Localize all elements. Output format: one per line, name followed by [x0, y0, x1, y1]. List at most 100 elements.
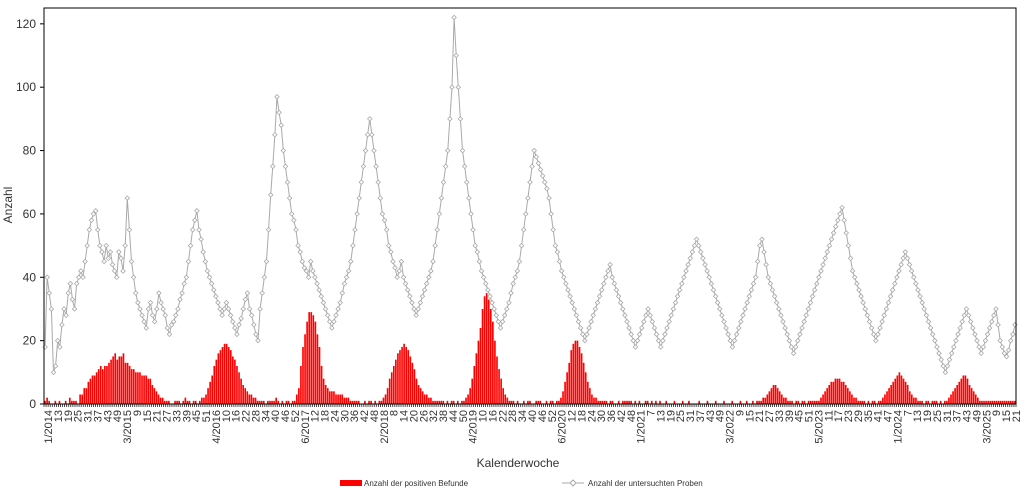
point-tested — [217, 306, 223, 312]
bar-positive — [308, 312, 311, 404]
bar-positive — [229, 350, 232, 404]
x-tick-label: 39 — [784, 410, 796, 422]
bar-positive — [89, 378, 92, 404]
point-tested — [571, 306, 578, 312]
bar-positive — [838, 378, 841, 404]
bar-positive — [122, 353, 125, 404]
point-tested — [613, 287, 620, 293]
bar-positive — [461, 400, 463, 404]
point-tested — [959, 318, 965, 325]
bar-positive — [232, 356, 234, 404]
point-tested — [356, 195, 362, 201]
point-tested — [666, 318, 672, 325]
point-tested — [710, 287, 717, 293]
point-tested — [582, 337, 588, 344]
x-tick-label: 36 — [349, 410, 361, 422]
point-tested — [145, 306, 152, 312]
bar-positive — [487, 299, 490, 404]
x-tick-label: 3/2025 — [981, 410, 993, 444]
x-tick-label: 4/2019 — [468, 410, 480, 444]
point-tested — [369, 131, 375, 138]
bar-positive — [778, 391, 781, 404]
bar-positive — [983, 400, 985, 404]
bar-positive — [236, 365, 238, 404]
point-tested — [636, 331, 643, 338]
bar-positive — [430, 397, 432, 404]
point-tested — [135, 299, 141, 306]
point-tested — [816, 274, 822, 281]
point-tested — [832, 223, 839, 230]
point-tested — [63, 312, 69, 319]
bar-positive — [522, 400, 525, 404]
point-tested — [394, 274, 400, 281]
x-tick-label: 24 — [329, 410, 341, 422]
point-tested — [719, 312, 725, 319]
bar-positive — [688, 400, 690, 404]
point-tested — [345, 268, 352, 274]
bar-positive — [310, 312, 313, 404]
x-tick-label: 25 — [73, 410, 85, 422]
x-tick-label: 40 — [270, 410, 282, 422]
point-tested — [630, 337, 637, 344]
bar-positive — [527, 400, 529, 404]
bar-positive — [844, 384, 847, 404]
x-tick-label: 7 — [646, 410, 658, 416]
point-tested — [757, 242, 763, 249]
point-tested — [771, 293, 778, 300]
bar-positive — [601, 400, 604, 404]
x-tick-label: 13 — [655, 410, 667, 422]
point-tested — [487, 293, 493, 300]
point-tested — [274, 93, 280, 100]
x-tick-label: 23 — [843, 410, 855, 422]
x-tick-label: 34 — [517, 410, 529, 422]
bar-positive — [483, 296, 486, 404]
point-tested — [668, 312, 675, 319]
point-tested — [993, 306, 999, 312]
point-tested — [280, 147, 287, 154]
bar-positive — [442, 400, 445, 404]
point-tested — [725, 331, 731, 338]
x-tick-label: 16 — [487, 410, 499, 422]
point-tested — [702, 261, 708, 268]
x-tick-label: 25 — [932, 410, 944, 422]
point-tested — [286, 195, 293, 201]
point-tested — [149, 312, 156, 319]
bar-positive — [147, 378, 150, 404]
point-tested — [103, 242, 109, 249]
bar-positive — [609, 400, 612, 404]
point-tested — [955, 331, 961, 338]
bar-positive — [242, 384, 244, 404]
bar-positive — [267, 400, 269, 404]
x-tick-label: 9 — [734, 410, 746, 416]
bar-positive — [221, 346, 224, 404]
x-tick-label: 15 — [1001, 410, 1013, 422]
point-tested — [923, 312, 930, 319]
point-tested — [523, 211, 529, 217]
bar-positive — [946, 400, 948, 404]
bar-positive — [774, 384, 777, 404]
point-tested — [552, 242, 559, 249]
bar-positive — [353, 400, 356, 404]
y-tick-label: 0 — [29, 397, 36, 411]
bar-positive — [504, 394, 507, 404]
bar-positive — [219, 350, 222, 404]
point-tested — [388, 249, 394, 255]
bar-positive — [935, 400, 938, 404]
point-tested — [554, 249, 561, 255]
bar-positive — [960, 378, 963, 404]
point-tested — [105, 255, 112, 262]
bar-positive — [1005, 400, 1008, 404]
point-tested — [609, 274, 615, 281]
point-tested — [244, 290, 251, 296]
point-tested — [579, 331, 586, 338]
point-tested — [704, 268, 710, 274]
point-tested — [497, 325, 504, 331]
point-tested — [721, 318, 727, 325]
point-tested — [109, 261, 116, 268]
point-tested — [516, 258, 523, 265]
point-tested — [78, 268, 84, 274]
point-tested — [206, 274, 213, 281]
bar-positive — [250, 394, 253, 404]
point-tested — [430, 258, 436, 265]
point-tested — [906, 261, 913, 268]
